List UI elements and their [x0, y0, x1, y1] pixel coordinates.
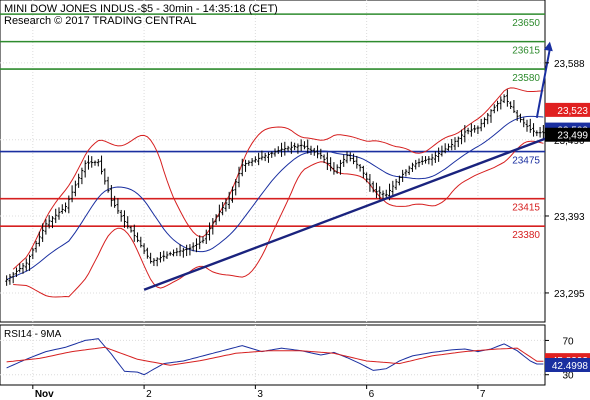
rsi-axis: 70 30: [545, 336, 574, 382]
price-tick-label: 23,393: [554, 212, 585, 223]
chart-title: MINI DOW JONES INDUS.-$5 - 30min - 14:35…: [4, 3, 278, 15]
price-badge: 23,523: [557, 106, 588, 117]
rsi-ma-line: [6, 346, 544, 366]
time-tick-label: 2: [146, 389, 152, 400]
rsi-line: [6, 338, 544, 376]
rsi-gridlines: [0, 325, 545, 385]
price-badge-bg: [545, 102, 590, 117]
time-tick-label: 7: [480, 389, 486, 400]
rsi-tick-label: 30: [562, 371, 574, 382]
chart-copyright: Research © 2017 TRADING CENTRAL: [4, 15, 197, 27]
level-label: 23580: [512, 73, 540, 84]
rsi-badge-bg: [545, 358, 590, 373]
bollinger-bands: [6, 87, 544, 298]
moving-average: [6, 115, 544, 281]
level-label: 23415: [512, 203, 540, 214]
price-bars: [5, 89, 545, 286]
time-axis: Nov 2 3 6 7: [32, 385, 486, 400]
price-badge: 23,499: [557, 131, 588, 142]
price-tick-label: 23,588: [554, 59, 585, 70]
price-gridlines: [0, 0, 545, 322]
support-resistance-levels: 23650 23615 23580 23475 23415 23380: [0, 13, 545, 241]
rsi-title: RSI14 - 9MA: [4, 329, 62, 340]
time-tick-label: Nov: [35, 389, 54, 400]
price-tick-label: 23,295: [554, 289, 585, 300]
level-label: 23650: [512, 18, 540, 29]
rsi-lines: [6, 338, 544, 376]
lower-band: [13, 140, 544, 298]
time-tick-label: 3: [257, 389, 263, 400]
rsi-badge: 42.4998: [552, 361, 589, 372]
forecast-arrow-head: [543, 41, 553, 52]
rsi-tick-label: 70: [562, 336, 574, 347]
trendline: [143, 130, 564, 291]
level-label: 23380: [512, 230, 540, 241]
trend-overlays: [143, 41, 564, 291]
level-label: 23615: [512, 46, 540, 57]
upper-band: [12, 87, 544, 270]
price-badge-bg: [545, 127, 590, 142]
forecast-arrow-shaft: [535, 48, 551, 118]
level-label: 23475: [512, 156, 540, 167]
time-tick-label: 6: [369, 389, 375, 400]
rsi-panel-frame: [0, 324, 546, 386]
